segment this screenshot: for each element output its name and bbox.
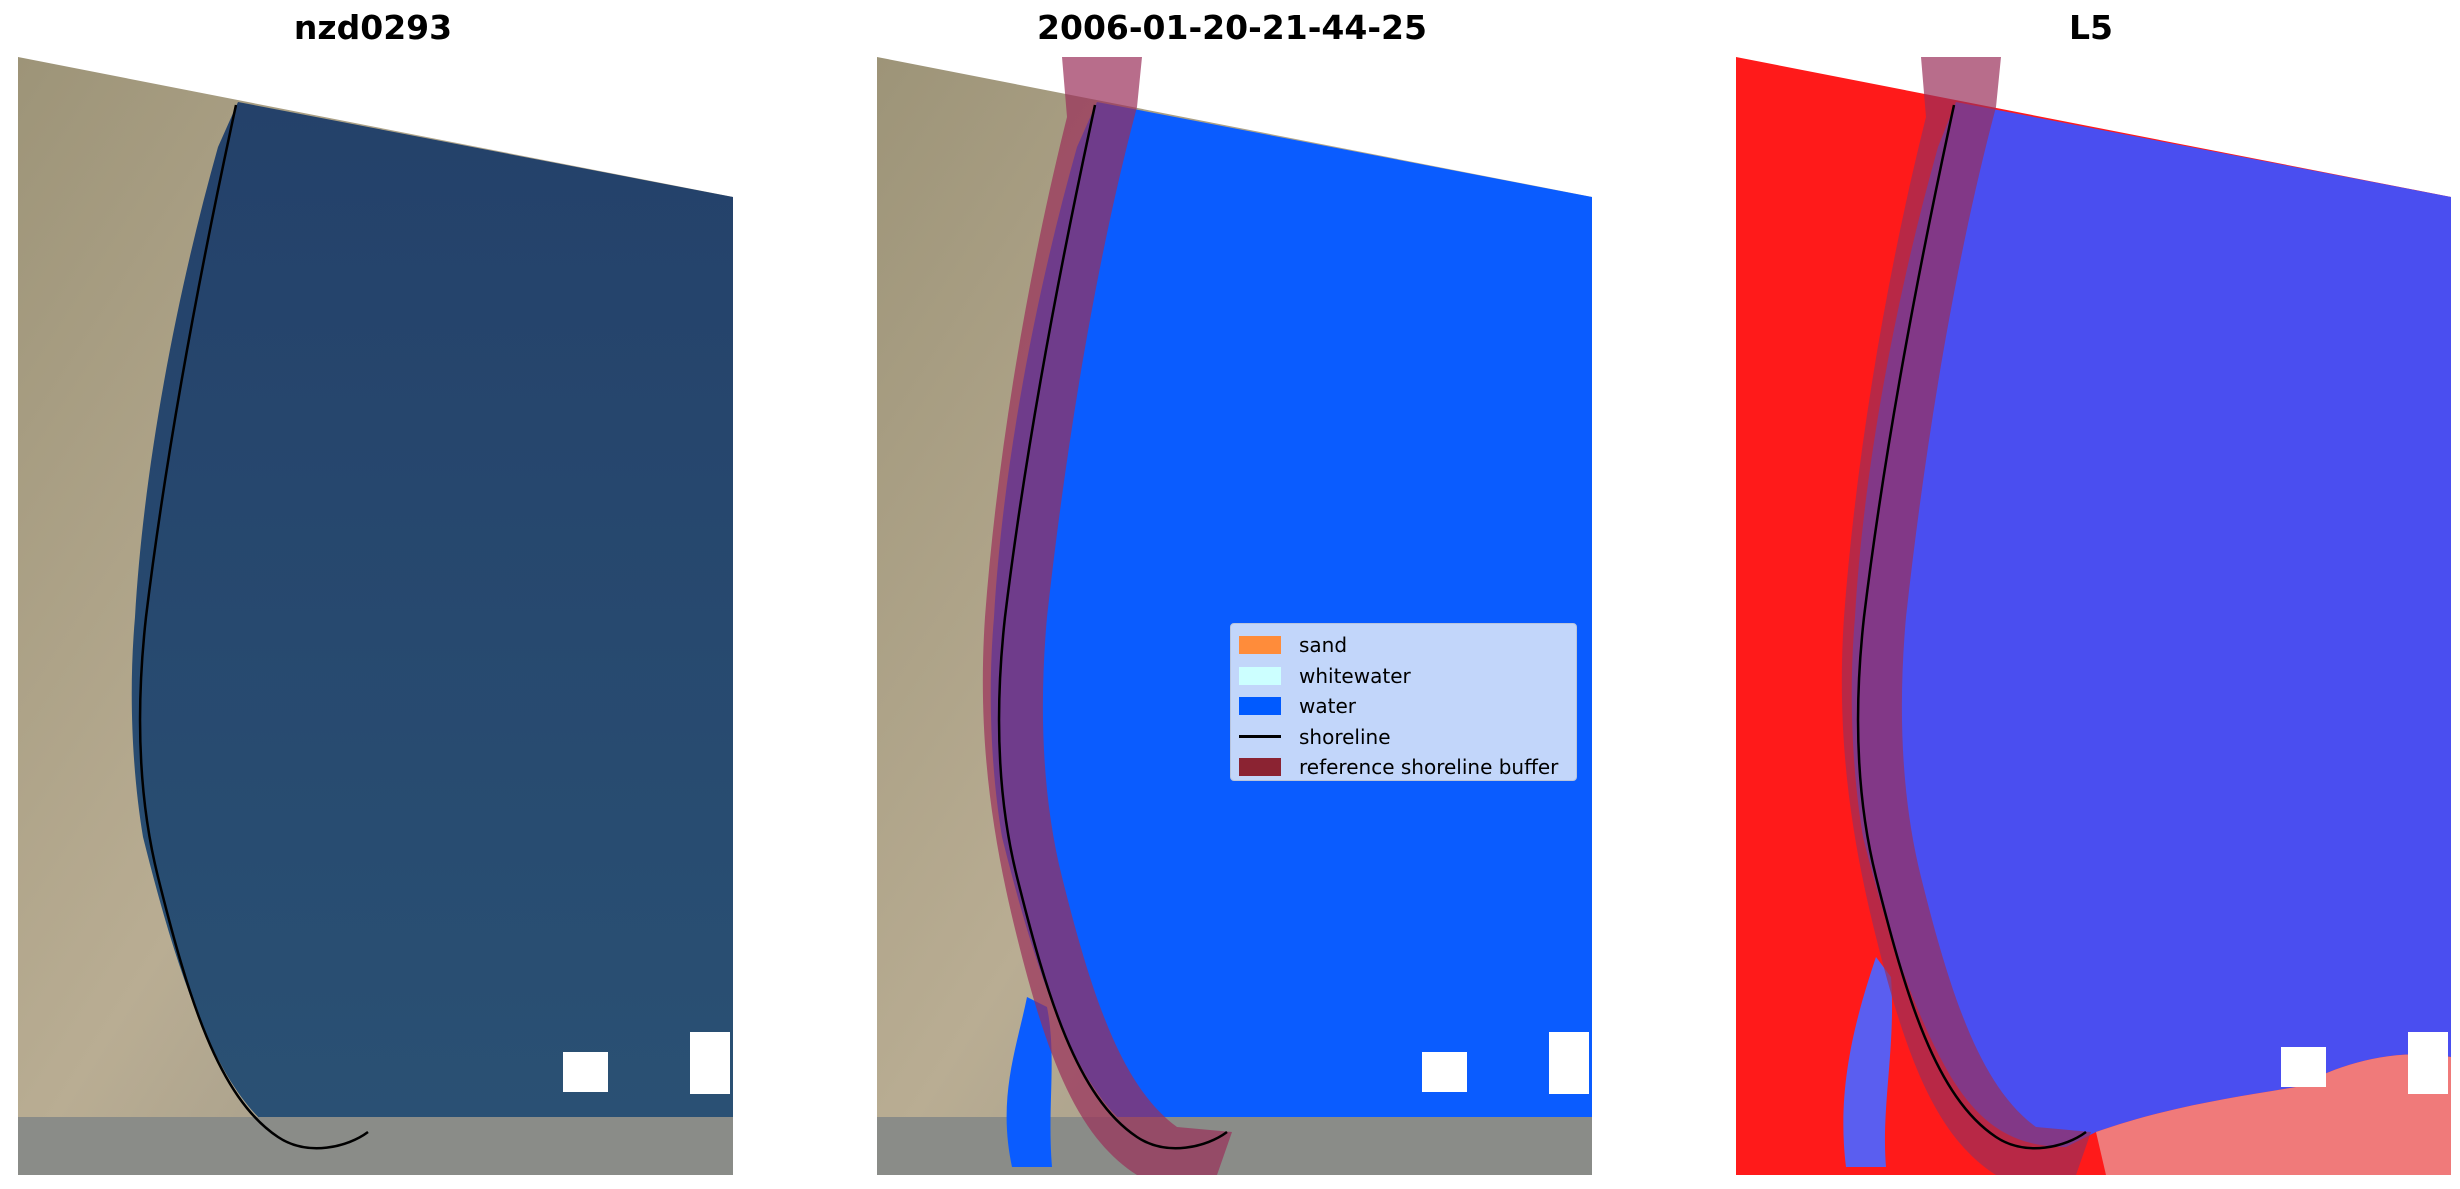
cloud-mask-right	[690, 1032, 730, 1094]
harbour-area	[18, 1117, 733, 1175]
legend-item-whitewater: whitewater	[1239, 661, 1568, 692]
classification-panel	[877, 57, 1592, 1175]
shoreline-line	[138, 104, 369, 1150]
shoreline-line	[1856, 104, 2087, 1150]
legend-swatch-water	[1239, 697, 1281, 716]
legend-swatch-buffer	[1239, 758, 1281, 777]
index-water-area	[1851, 102, 2451, 1147]
legend-item-shoreline: shoreline	[1239, 722, 1568, 753]
shoreline-line	[997, 104, 1228, 1150]
legend-item-water: water	[1239, 691, 1568, 722]
cloud-mask-right	[1549, 1032, 1589, 1094]
harbour-area	[877, 1117, 1592, 1175]
legend-swatch-shoreline	[1239, 735, 1281, 739]
index-panel	[1736, 57, 2451, 1175]
cloud-mask-left	[563, 1052, 608, 1092]
index-harbour-area	[2096, 1054, 2451, 1175]
legend-item-buffer: reference shoreline buffer	[1239, 752, 1568, 783]
legend-label: reference shoreline buffer	[1299, 755, 1559, 780]
cloud-mask-right	[2408, 1032, 2448, 1094]
legend-label: shoreline	[1299, 724, 1391, 749]
classified-image	[877, 57, 1592, 1175]
legend-label: water	[1299, 694, 1356, 719]
panel-title-rgb: nzd0293	[293, 8, 453, 47]
legend: sand whitewater water shoreline referenc…	[1230, 623, 1577, 781]
legend-label: whitewater	[1299, 663, 1411, 688]
sea-area	[131, 102, 733, 1157]
cloud-mask-left	[1422, 1052, 1467, 1092]
panel-title-index: L5	[2069, 8, 2113, 47]
legend-label: sand	[1299, 633, 1348, 658]
reference-shoreline-buffer	[982, 57, 1232, 1175]
water-class-inland	[1006, 997, 1052, 1167]
panel-title-date: 2006-01-20-21-44-25	[1037, 8, 1427, 47]
index-image	[1736, 57, 2451, 1175]
rgb-image-panel	[18, 57, 733, 1175]
legend-swatch-whitewater	[1239, 666, 1281, 685]
rgb-satellite-image	[18, 57, 733, 1175]
legend-item-sand: sand	[1239, 630, 1568, 661]
legend-swatch-sand	[1239, 636, 1281, 655]
reference-shoreline-buffer	[1841, 57, 2091, 1175]
index-inland-water	[1843, 957, 1893, 1167]
cloud-mask-left	[2281, 1047, 2326, 1087]
